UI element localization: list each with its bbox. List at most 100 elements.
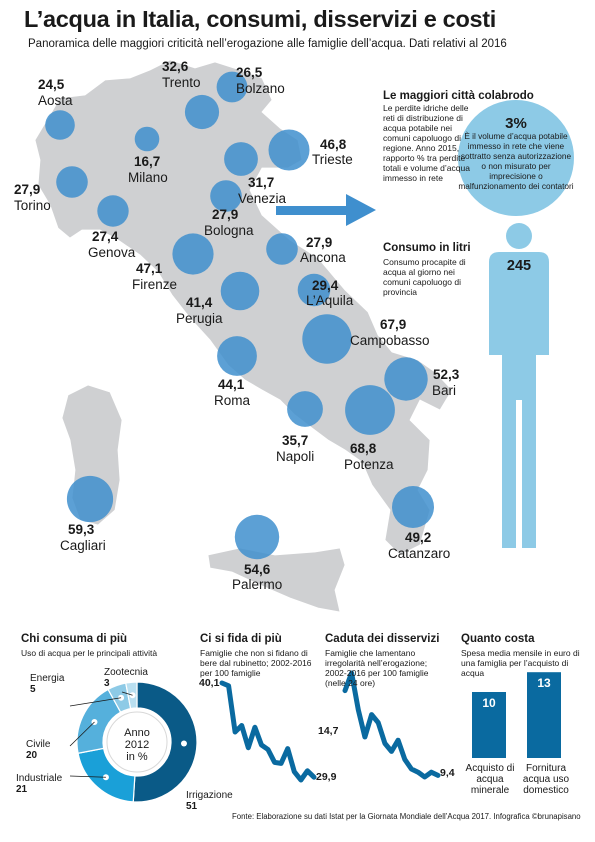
city-name: Venezia — [238, 191, 287, 206]
city-value: 32,6 — [162, 59, 189, 74]
bar-value-mineral-water: 10 — [482, 696, 496, 710]
donut-callout-line — [69, 697, 122, 707]
disservice-line-series — [342, 670, 441, 780]
bubble-bologna — [210, 180, 242, 212]
donut-callout-line — [69, 721, 95, 747]
city-value: 41,4 — [186, 295, 213, 310]
cost-title: Quanto costa — [461, 633, 535, 645]
city-value: 27,9 — [212, 207, 239, 222]
trust-start-label: 40,1 — [199, 677, 220, 689]
trust-title: Ci si fida di più — [200, 633, 282, 645]
bubble-napoli — [287, 391, 323, 427]
bubble-palermo — [234, 514, 280, 560]
city-name: Palermo — [232, 577, 283, 592]
bubble-trento — [184, 94, 220, 130]
donut-center-line-3: in % — [126, 751, 148, 763]
city-name: Cagliari — [60, 538, 106, 553]
donut-label: Industriale 21 — [16, 773, 62, 795]
unbilled-note: È il volume d’acqua potabile immesso in … — [458, 131, 574, 191]
trust-line-series — [219, 680, 317, 783]
bubble-ancona — [266, 233, 298, 265]
donut-label-name: Civile — [26, 739, 51, 750]
donut-slice-irrigazione — [132, 681, 198, 803]
city-value: 16,7 — [134, 154, 161, 169]
city-name: Ancona — [300, 250, 346, 265]
city-name: Trento — [162, 75, 201, 90]
leaks-description: Le perdite idriche delle reti di distrib… — [383, 103, 470, 183]
city-value: 24,5 — [38, 77, 65, 92]
city-name: Catanzaro — [388, 546, 451, 561]
donut-label: Civile 20 — [26, 739, 50, 761]
city-name: Aosta — [38, 93, 73, 108]
city-name: Bari — [432, 383, 457, 398]
bubble-perugia — [220, 271, 260, 311]
city-name: Perugia — [176, 311, 223, 326]
donut-label: Irrigazione 51 — [186, 790, 233, 812]
bubble-potenza — [345, 385, 395, 435]
donut-subtitle: Uso di acqua per le principali attività — [21, 648, 158, 658]
donut-callout-line — [121, 691, 133, 696]
donut-label: Zootecnia 3 — [104, 667, 148, 689]
bubble-catanzaro — [392, 486, 434, 528]
donut-callout-line — [69, 775, 106, 778]
city-name: Bolzano — [236, 81, 285, 96]
page-title: L’acqua in Italia, consumi, disservizi e… — [24, 6, 497, 32]
bubble-aosta — [45, 110, 75, 140]
bubble-roma — [217, 336, 257, 376]
bar-mineral-water — [472, 692, 506, 758]
trust-subtitle: Famiglie che non si fidano di bere dal r… — [200, 648, 312, 678]
city-value: 54,6 — [244, 562, 271, 577]
city-name: Potenza — [344, 457, 394, 472]
bar-label-mineral-water: Acquisto di acqua minerale — [465, 763, 515, 796]
donut-label-name: Irrigazione — [186, 790, 233, 801]
city-value: 46,8 — [320, 137, 347, 152]
bar-value-domestic-supply: 13 — [537, 676, 551, 691]
bubble-bari — [384, 357, 428, 401]
city-name: Genova — [88, 245, 136, 260]
bubble-venezia — [224, 142, 258, 176]
city-value: 27,9 — [306, 235, 333, 250]
city-value: 67,9 — [380, 317, 407, 332]
donut-center-line-1: Anno — [124, 727, 150, 739]
unbilled-water-circle — [458, 100, 574, 216]
donut-label-value: 20 — [26, 750, 38, 761]
bar-label-domestic-supply: Fornitura acqua uso domestico — [522, 763, 570, 796]
donut-title: Chi consuma di più — [21, 633, 128, 645]
city-value: 59,3 — [68, 522, 95, 537]
city-value: 27,9 — [14, 182, 41, 197]
page-subtitle: Panoramica delle maggiori criticità nell… — [28, 38, 507, 50]
city-name: Firenze — [132, 277, 178, 292]
bubble-torino — [56, 166, 88, 198]
city-value: 44,1 — [218, 377, 245, 392]
city-value: 26,5 — [236, 65, 263, 80]
bubble-laquila — [297, 273, 331, 307]
bubble-campobasso — [302, 314, 352, 364]
trust-end-label: 29,9 — [316, 771, 337, 783]
donut-label-name: Zootecnia — [104, 667, 148, 678]
donut-label-value: 21 — [16, 784, 28, 795]
city-value: 68,8 — [350, 441, 377, 456]
city-name: Trieste — [312, 152, 353, 167]
donut-inner-ring — [106, 711, 168, 773]
city-value: 31,7 — [248, 175, 275, 190]
city-name: Roma — [214, 393, 251, 408]
sicily-shape — [207, 547, 346, 613]
city-value: 47,1 — [136, 261, 163, 276]
donut-label-value: 51 — [186, 801, 198, 812]
donut-label-name: Industriale — [16, 773, 63, 784]
donut-center-label: Anno 2012 in % — [108, 727, 166, 763]
source-note: Fonte: Elaborazione su dati Istat per la… — [232, 812, 581, 821]
liters-value: 245 — [506, 258, 532, 274]
bubble-cagliari — [66, 475, 114, 523]
bubble-bolzano — [216, 71, 248, 103]
city-value: 35,7 — [282, 433, 309, 448]
bubble-firenze — [172, 233, 214, 275]
donut-label-value: 3 — [104, 678, 110, 689]
city-name: Milano — [128, 170, 168, 185]
disservice-end-label: 9,4 — [440, 767, 455, 779]
city-value: 49,2 — [405, 530, 432, 545]
city-name: Bologna — [204, 223, 254, 238]
donut-center-line-2: 2012 — [124, 739, 150, 751]
donut-label-name: Energia — [30, 673, 65, 684]
